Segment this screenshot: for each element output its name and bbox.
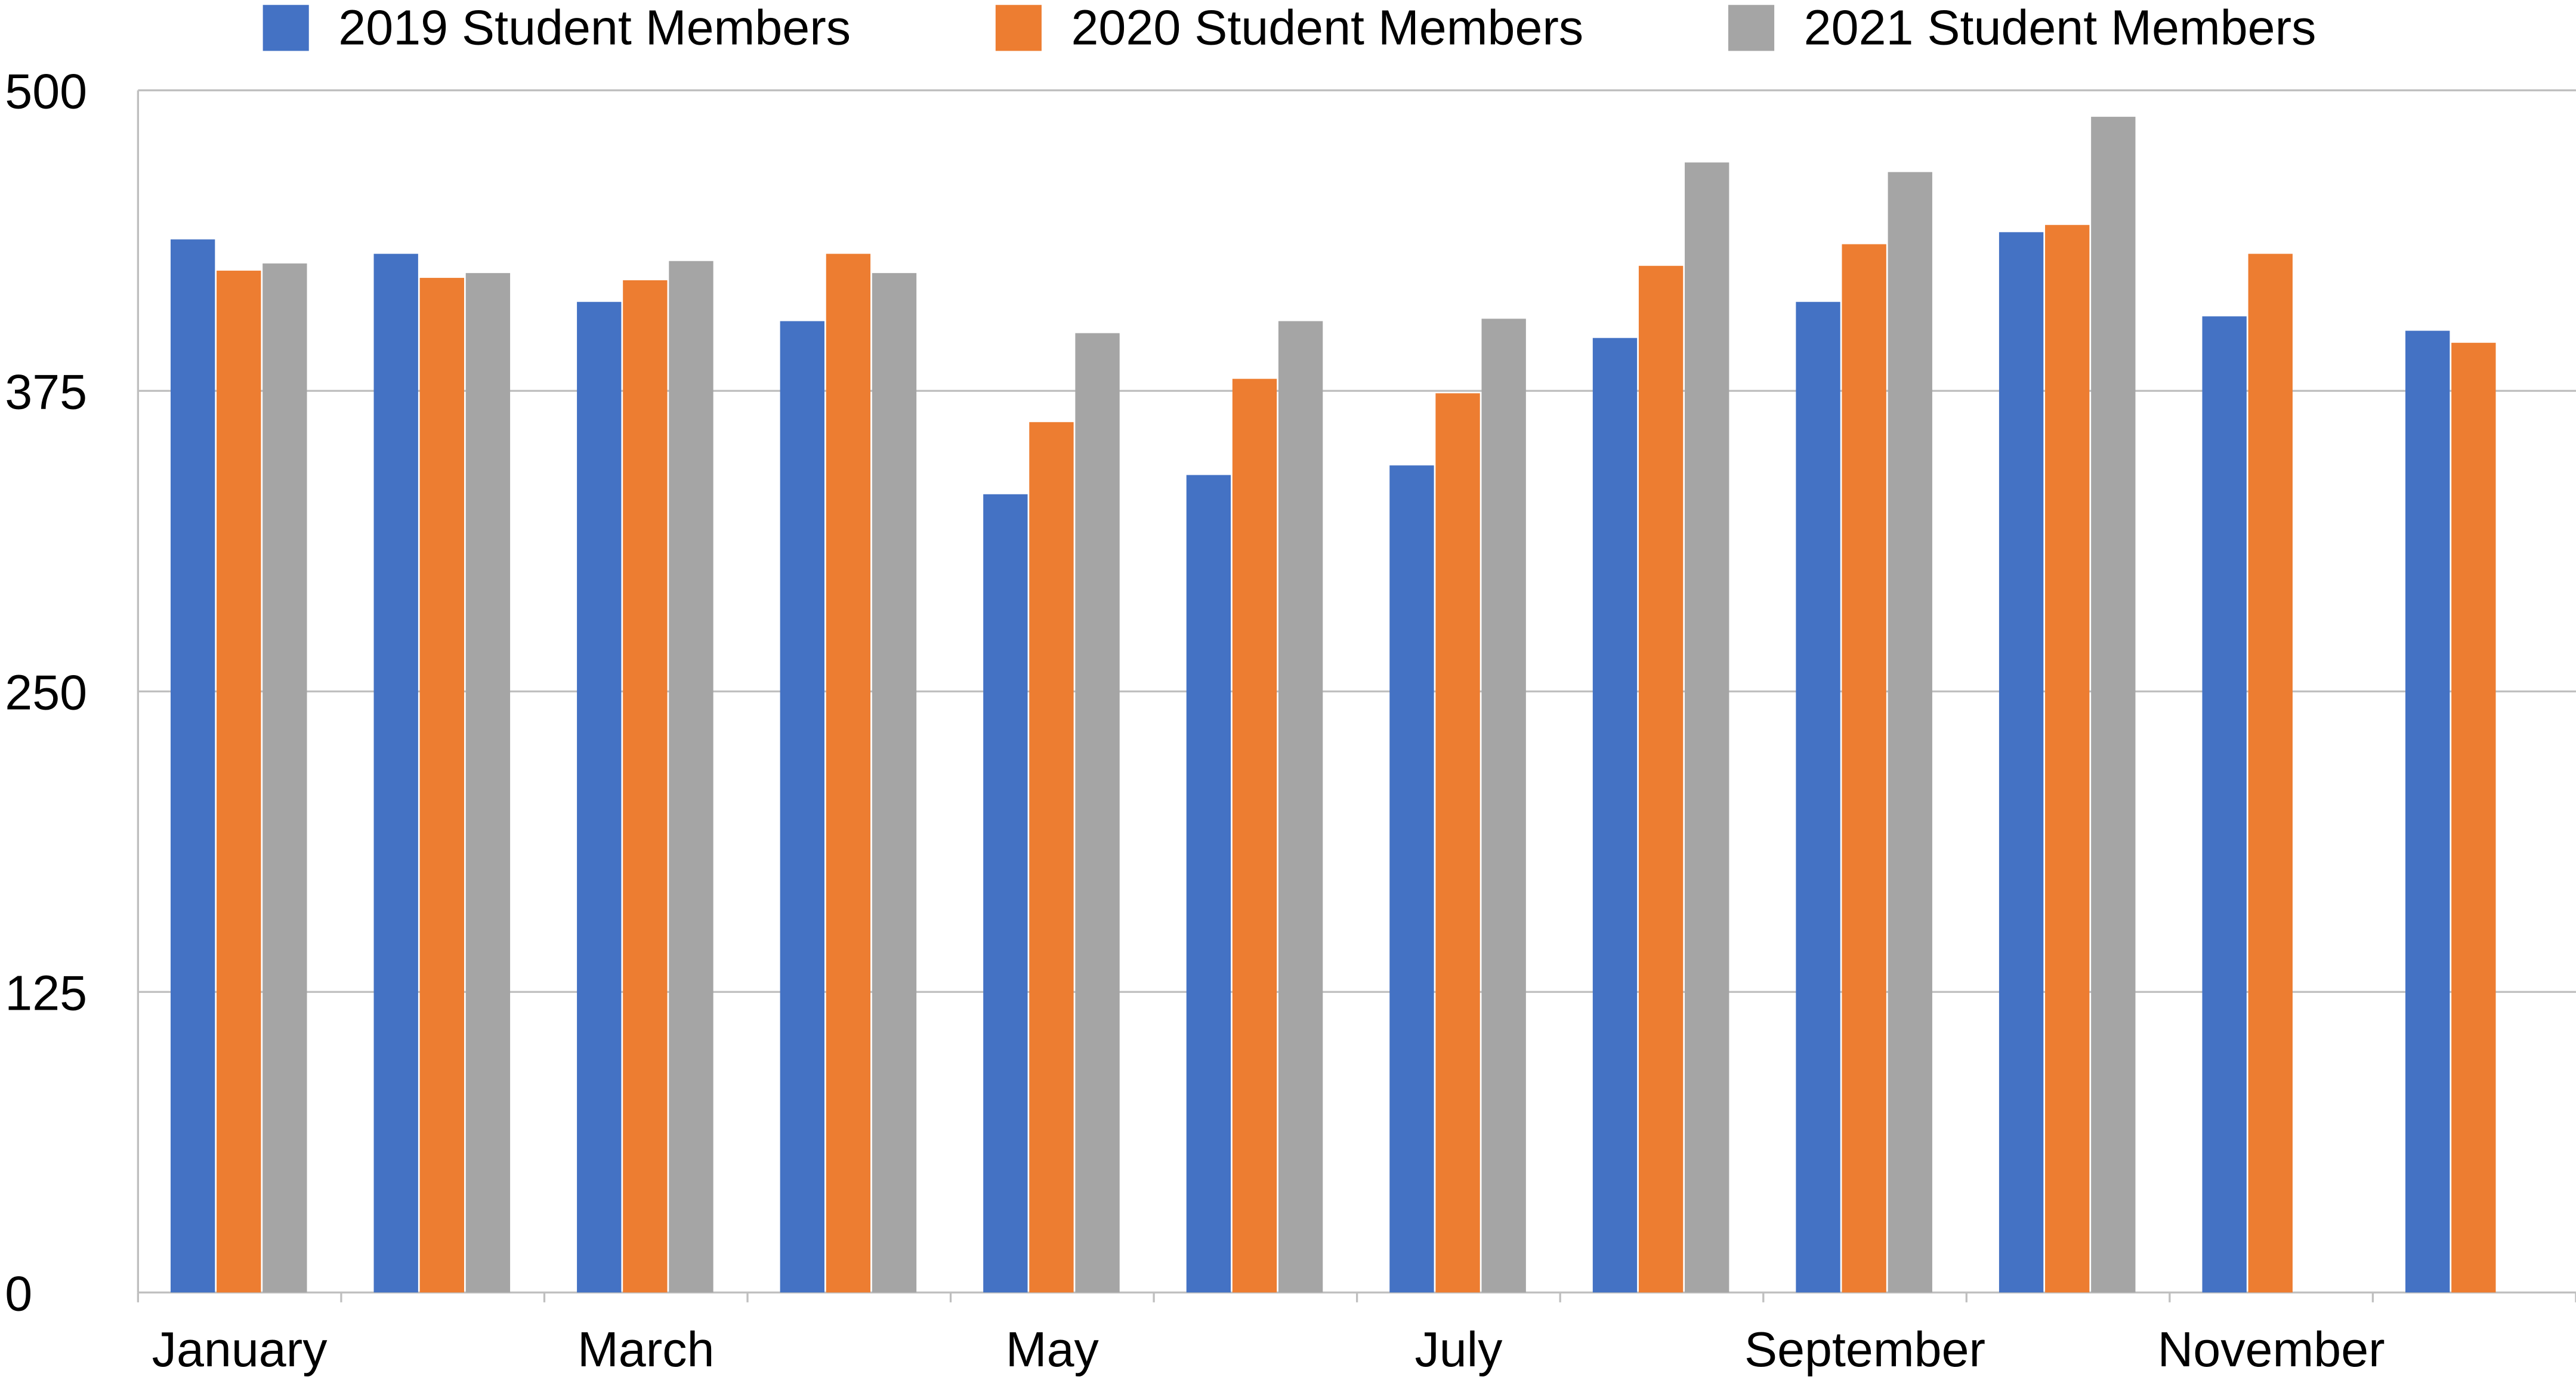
bar (1888, 172, 1932, 1293)
bar (1389, 465, 1434, 1293)
x-tick-label: November (2158, 1322, 2385, 1377)
bar (1186, 475, 1231, 1293)
bar (1842, 244, 1886, 1293)
bar (2091, 116, 2136, 1293)
bar (217, 270, 261, 1293)
legend-label: 2019 Student Members (338, 0, 851, 55)
bar (1232, 379, 1277, 1293)
bar (872, 273, 917, 1293)
bar (2045, 225, 2090, 1293)
bar (623, 280, 668, 1293)
bar (1685, 162, 1729, 1293)
bar (1435, 393, 1480, 1293)
y-tick-label: 0 (5, 1266, 32, 1322)
x-tick-label: January (152, 1322, 328, 1377)
bar (577, 302, 622, 1293)
bar (2248, 253, 2293, 1293)
x-tick-label: September (1744, 1322, 1985, 1377)
bar (2405, 330, 2450, 1293)
bar (419, 277, 464, 1293)
legend-label: 2020 Student Members (1071, 0, 1584, 55)
legend-swatch (262, 5, 309, 51)
bar (826, 253, 871, 1293)
bar (1796, 302, 1840, 1293)
bar (465, 273, 511, 1293)
x-tick-label: May (1006, 1322, 1099, 1377)
bar (1481, 318, 1526, 1293)
bar (983, 494, 1028, 1293)
bar (1278, 321, 1323, 1293)
y-tick-label: 250 (5, 665, 87, 720)
bar (780, 321, 824, 1293)
bar (669, 261, 714, 1293)
bar (2451, 342, 2496, 1293)
bar (1999, 232, 2044, 1293)
bar (1075, 333, 1120, 1293)
y-tick-label: 125 (5, 966, 87, 1021)
bar (1638, 265, 1684, 1293)
bar (2202, 316, 2247, 1293)
y-tick-label: 375 (5, 364, 87, 420)
bar (1029, 422, 1074, 1293)
x-tick-label: March (577, 1322, 715, 1377)
legend-swatch (1728, 5, 1775, 51)
bar (1592, 338, 1638, 1293)
bar (373, 253, 418, 1293)
legend-swatch (995, 5, 1042, 51)
bar (170, 239, 215, 1293)
x-tick-label: July (1414, 1322, 1503, 1377)
legend-label: 2021 Student Members (1804, 0, 2316, 55)
bar (262, 263, 307, 1293)
y-tick-label: 500 (5, 64, 87, 119)
